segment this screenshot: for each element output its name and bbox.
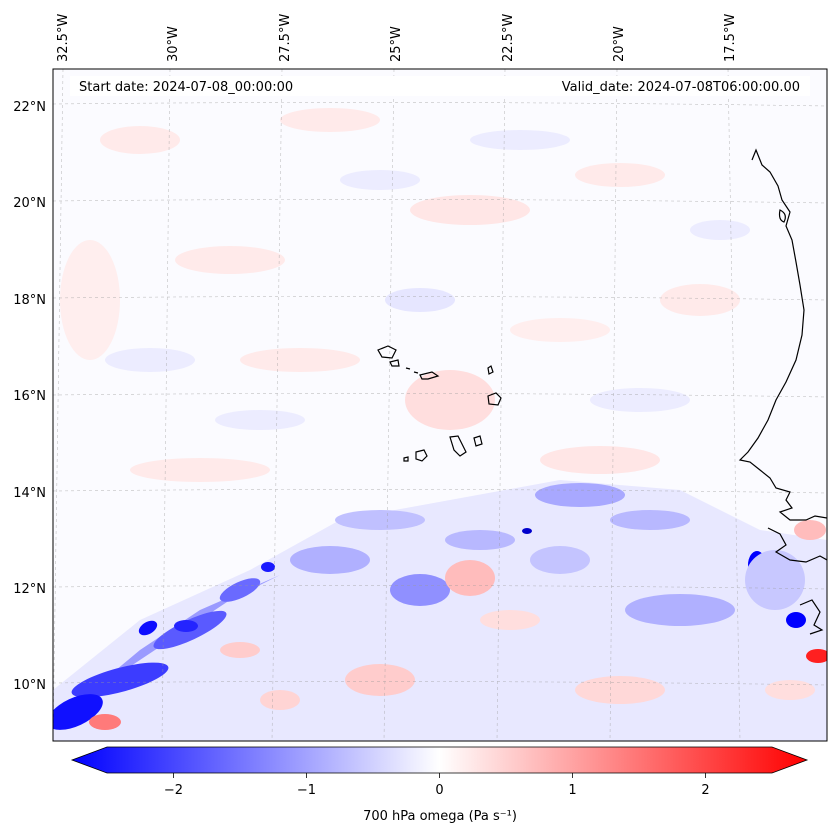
island-sao-nicolau	[419, 371, 440, 380]
colorbar-tick-label: 0	[435, 783, 443, 798]
island-brava	[403, 456, 409, 462]
lat-label: 16°N	[13, 389, 46, 404]
lat-label: 14°N	[13, 486, 46, 501]
lon-label: 30°W	[166, 26, 181, 62]
lon-label: 22.5°W	[501, 14, 516, 62]
colorbar-bar	[70, 746, 809, 774]
colorbar-tick-label: 1	[568, 783, 576, 798]
island-fogo	[415, 449, 428, 462]
lon-label: 27.5°W	[278, 14, 293, 62]
lon-label: 17.5°W	[723, 14, 738, 62]
island-santiago	[449, 435, 467, 457]
latitude-labels: 22°N 20°N 18°N 16°N 14°N 12°N 10°N	[13, 100, 46, 693]
colorbar-tick-label: −1	[297, 783, 316, 798]
lat-label: 18°N	[13, 293, 46, 308]
coastlines	[377, 148, 827, 635]
lat-label: 20°N	[13, 196, 46, 211]
graticule	[53, 69, 827, 741]
lon-label: 20°W	[612, 26, 627, 62]
africa-coastline	[738, 148, 827, 521]
colorbar-tick-label: −2	[164, 783, 183, 798]
colorbar-tick-label: 2	[701, 783, 709, 798]
lat-label: 10°N	[13, 678, 46, 693]
lon-label: 25°W	[389, 26, 404, 62]
map-frame	[52, 68, 828, 742]
island-boa-vista	[487, 392, 502, 406]
island-maio	[473, 435, 483, 447]
start-date-label: Start date: 2024-07-08_00:00:00	[79, 80, 293, 95]
map-panel	[53, 69, 827, 741]
longitude-labels: 32.5°W 30°W 27.5°W 25°W 22.5°W 20°W 17.5…	[56, 14, 738, 62]
island-sao-vicente	[389, 359, 400, 367]
omega-field	[53, 108, 827, 741]
colorbar-label: 700 hPa omega (Pa s⁻¹)	[363, 809, 517, 824]
valid-date-label: Valid_date: 2024-07-08T06:00:00.00	[562, 80, 800, 95]
colorbar: −2 −1 0 1 2 700 hPa omega (Pa s⁻¹)	[70, 746, 809, 824]
colorbar-ticks: −2 −1 0 1 2	[164, 773, 710, 798]
lat-label: 22°N	[13, 100, 46, 115]
island-santo-antao	[377, 345, 397, 359]
lon-label: 32.5°W	[56, 14, 71, 62]
lat-label: 12°N	[13, 582, 46, 597]
island-sal	[487, 365, 494, 375]
